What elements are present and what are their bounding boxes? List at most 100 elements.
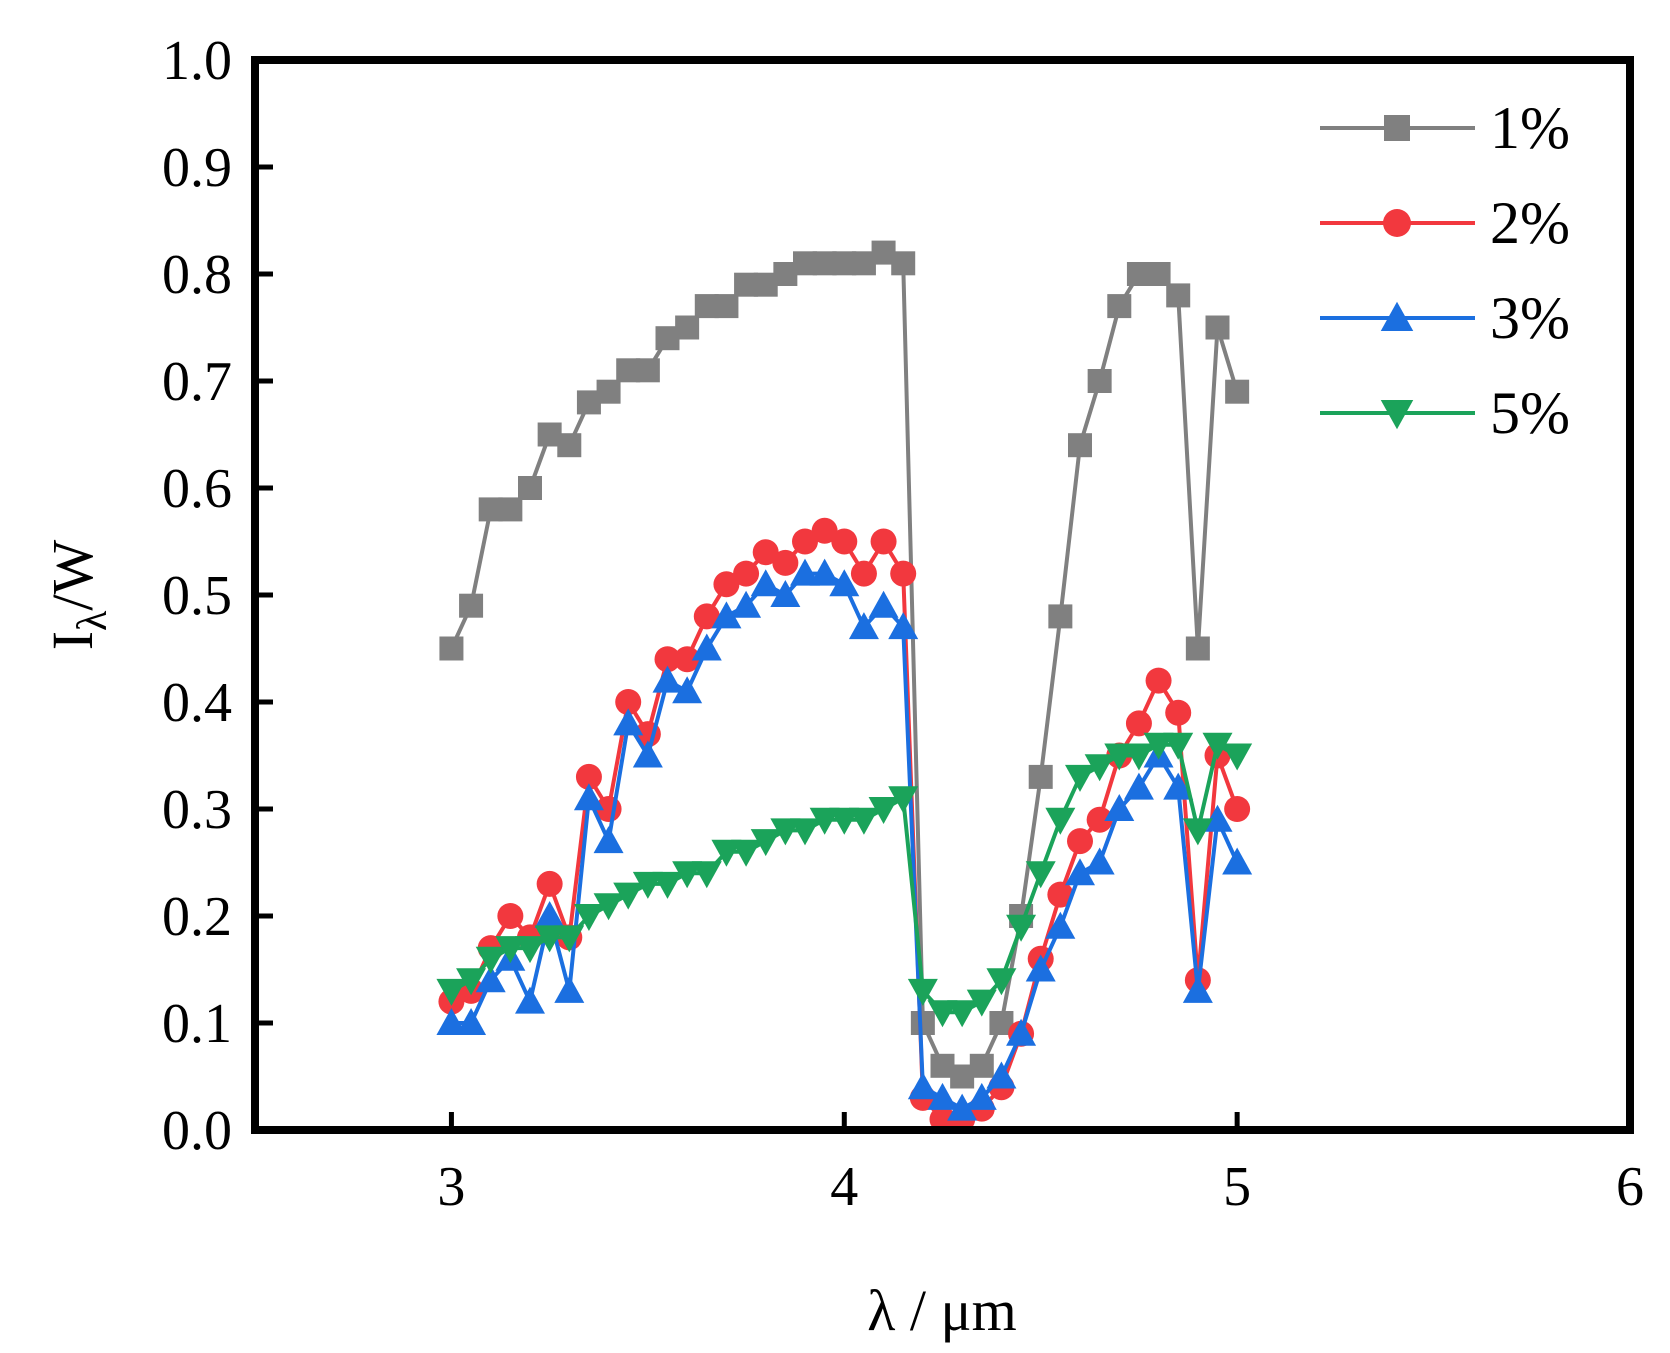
data-point [536,870,563,897]
ticks-layer: 3 4 5 6 0.0 0.1 0.2 0.3 0.4 0.5 0.6 0.7 0.8 0.9 1.0 [162,30,1644,1218]
data-point [615,689,642,715]
data-point [439,636,464,661]
data-point [554,925,585,953]
y-tick-label: 0.4 [162,672,232,734]
data-point [711,601,742,629]
y-axis-title: Iλ/W [40,539,116,650]
data-point [515,986,545,1014]
data-point [495,936,526,964]
data-point [1163,772,1194,800]
data-point [436,1008,467,1035]
data-point [848,807,879,835]
data-point [868,590,899,618]
data-point [770,580,801,607]
y-tick-label: 1.0 [162,30,232,92]
data-point [1205,315,1230,340]
data-point [575,763,602,790]
y-axis-title-sub: λ [70,610,116,631]
data-point [870,528,897,555]
data-point [731,839,762,867]
data-point [1202,804,1233,832]
data-point [851,251,876,276]
data-point [1145,667,1172,694]
data-point [752,539,779,566]
data-point [812,251,837,276]
data-point [534,901,565,928]
y-tick-label: 0.1 [162,993,232,1055]
legend-label: 2% [1490,190,1570,256]
data-point [1182,818,1213,846]
data-point [1104,743,1135,771]
data-point [1086,806,1113,833]
data-point [809,558,840,586]
data-point [654,646,681,673]
data-point [672,861,703,889]
data-point [927,1082,958,1110]
data-point [891,251,916,276]
data-point [498,497,523,522]
data-point [593,826,624,854]
data-point [1182,975,1213,1003]
data-point [1025,861,1056,889]
data-point [1065,858,1095,886]
data-point [475,965,506,993]
data-point [1185,636,1210,661]
legend-marker [1380,301,1414,331]
data-point [693,603,720,630]
data-point [652,871,683,899]
series-line [449,250,1240,1079]
data-point [907,1072,938,1100]
data-point [1065,764,1095,792]
data-point [534,925,565,953]
data-point [613,708,644,736]
y-axis-title-tail: /W [40,539,105,610]
data-point [1143,732,1174,760]
data-point [868,797,899,824]
data-point [890,560,917,587]
data-point [515,936,545,964]
data-point [1067,828,1093,855]
legend-item: 1% [1320,95,1570,161]
data-point [1084,847,1115,875]
legend-layer: 1% 2% 3% 5% [1320,95,1570,446]
data-point [1125,710,1152,737]
data-point [1028,764,1053,789]
data-point [459,593,484,618]
data-point [1006,914,1037,942]
data-point [947,1093,978,1121]
x-tick-label: 3 [437,1156,465,1218]
data-point [596,379,621,404]
legend-label: 1% [1490,95,1570,161]
data-point [790,558,820,586]
data-point [770,818,801,846]
data-point [456,968,487,996]
data-point [573,783,604,811]
data-point [1087,369,1112,393]
data-point [675,315,700,340]
legend-label: 3% [1490,285,1570,351]
data-point [691,633,722,661]
data-point [1165,699,1192,726]
data-point [888,786,919,814]
data-point [792,528,818,555]
data-point [986,968,1017,996]
data-point [829,807,860,835]
data-point [613,882,644,910]
data-point [573,904,604,931]
series-3 [436,558,1253,1121]
data-point [888,612,919,640]
data-point [832,251,857,276]
data-point [456,1008,487,1035]
legend-item: 3% [1320,285,1570,351]
legend-marker [1380,400,1414,430]
data-point [711,839,742,867]
data-point [790,818,820,846]
data-point [793,251,817,276]
data-point [554,975,585,1003]
data-point [1146,262,1171,286]
data-point [1163,732,1194,760]
legend-label: 5% [1490,380,1570,446]
y-tick-label: 0.2 [162,886,232,948]
data-point [1225,379,1250,404]
